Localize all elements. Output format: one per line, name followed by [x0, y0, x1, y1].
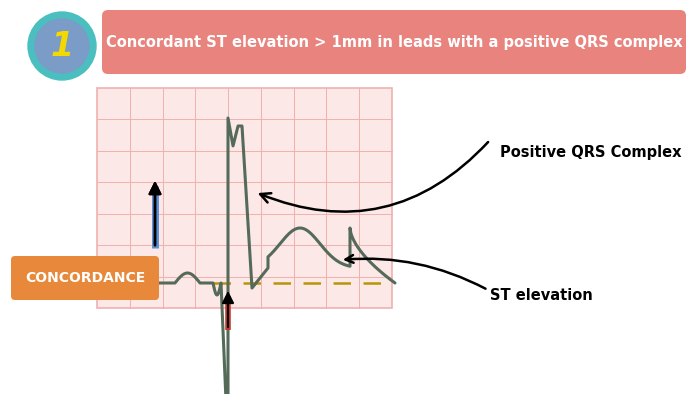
Circle shape — [28, 12, 96, 80]
FancyBboxPatch shape — [102, 10, 686, 74]
Text: 1: 1 — [50, 30, 74, 63]
FancyBboxPatch shape — [97, 88, 392, 308]
FancyBboxPatch shape — [11, 256, 159, 300]
Text: Concordant ST elevation > 1mm in leads with a positive QRS complex: Concordant ST elevation > 1mm in leads w… — [106, 35, 682, 50]
Text: Positive QRS Complex: Positive QRS Complex — [500, 145, 682, 160]
Text: CONCORDANCE: CONCORDANCE — [25, 271, 145, 285]
Circle shape — [35, 19, 89, 73]
Text: ST elevation: ST elevation — [490, 288, 593, 303]
